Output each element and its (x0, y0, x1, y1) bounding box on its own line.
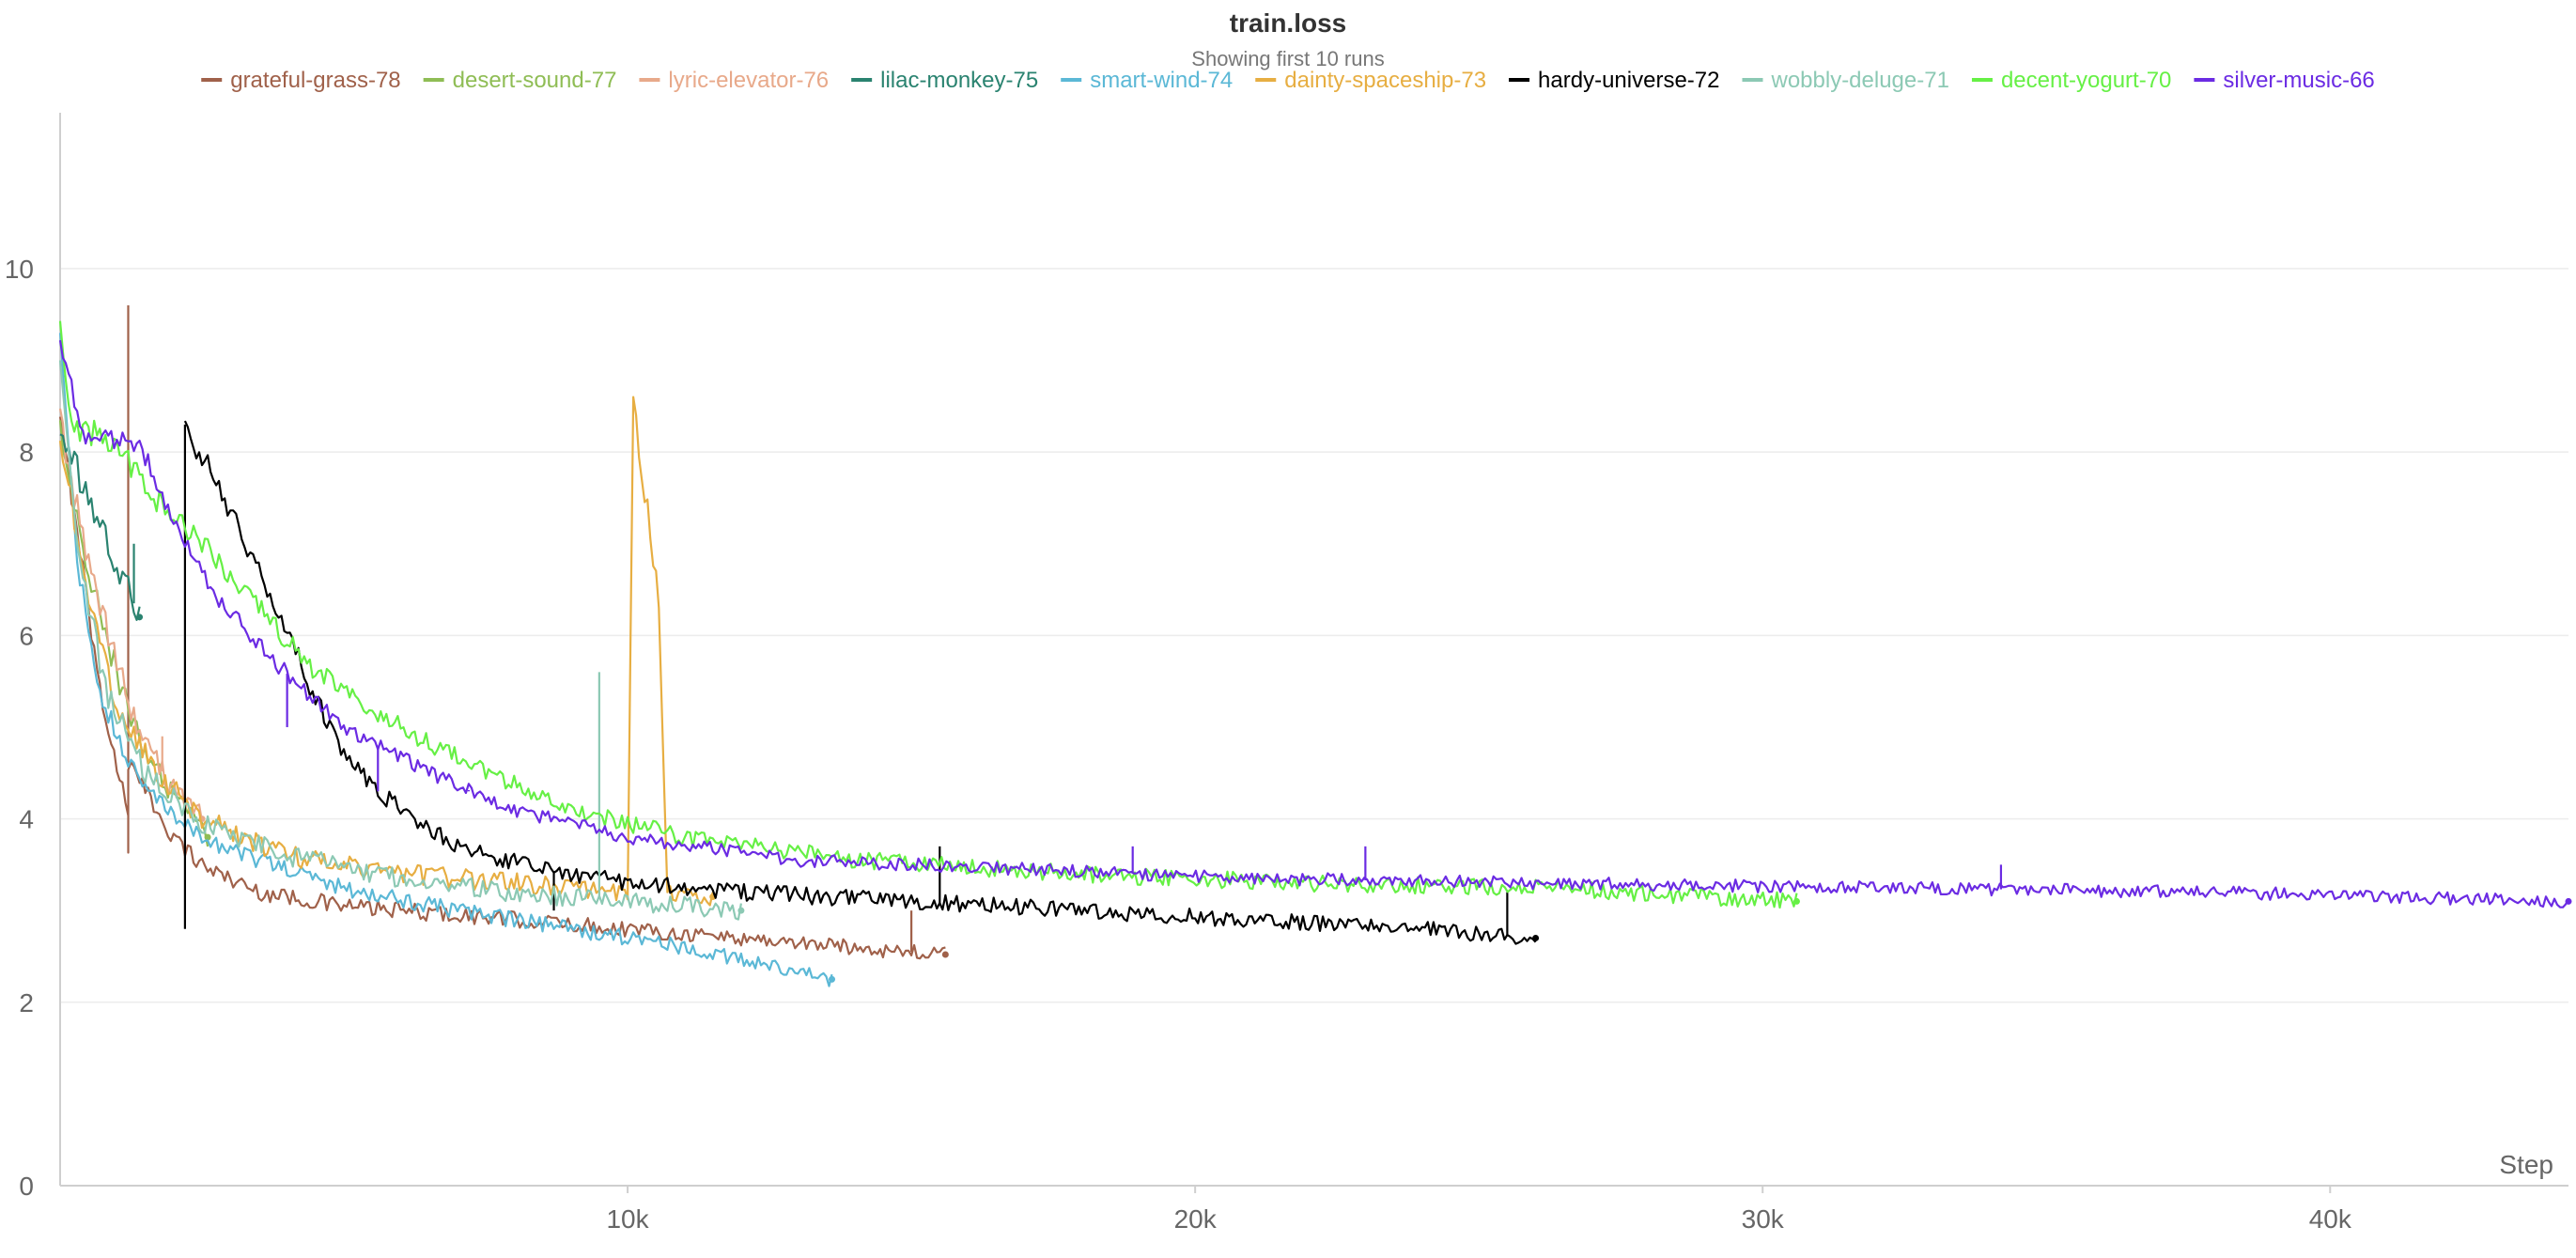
y-tick-label: 0 (19, 1172, 34, 1201)
x-tick-label: 30k (1742, 1204, 1785, 1234)
y-tick-label: 4 (19, 805, 34, 834)
series-layer (58, 304, 2572, 987)
series-end-point (829, 975, 836, 983)
y-tick-label: 8 (19, 438, 34, 467)
series-line[interactable] (58, 360, 742, 921)
series-line[interactable] (58, 320, 1798, 909)
series-end-point (941, 951, 949, 958)
x-tick-label: 40k (2309, 1204, 2352, 1234)
series-end-point (136, 613, 144, 621)
x-axis-label: Step (2499, 1150, 2553, 1179)
series-end-point (2565, 897, 2572, 905)
series-line[interactable] (59, 433, 141, 621)
legend: grateful-grass-78 desert-sound-77 lyric-el… (201, 68, 2375, 93)
x-tick-label: 10k (606, 1204, 649, 1234)
gridlines (60, 268, 2568, 1003)
legend-label: smart-wind-74 (1090, 68, 1233, 93)
legend-label: wobbly-deluge-71 (1770, 68, 1948, 93)
legend-item[interactable]: grateful-grass-78 (201, 68, 401, 93)
legend-item[interactable]: wobbly-deluge-71 (1742, 68, 1949, 93)
series-line[interactable] (183, 420, 1537, 945)
legend-item[interactable]: decent-yogurt-70 (1971, 68, 2171, 93)
legend-label: lilac-monkey-75 (880, 68, 1038, 93)
legend-label: hardy-universe-72 (1538, 68, 1719, 93)
axes (59, 113, 2568, 1193)
legend-label: desert-sound-77 (453, 68, 617, 93)
y-tick-label: 2 (19, 988, 34, 1017)
legend-label: decent-yogurt-70 (2001, 68, 2171, 93)
legend-label: silver-music-66 (2223, 68, 2374, 93)
legend-item[interactable]: dainty-spaceship-73 (1255, 68, 1486, 93)
legend-item[interactable]: hardy-universe-72 (1509, 68, 1719, 93)
legend-item[interactable]: lyric-elevator-76 (639, 68, 829, 93)
legend-item[interactable]: desert-sound-77 (423, 68, 617, 93)
legend-label: grateful-grass-78 (230, 68, 400, 93)
series-end-point (737, 907, 745, 914)
series-end-point (204, 833, 211, 841)
series-line[interactable] (58, 396, 714, 907)
chart-title: train.loss (1230, 8, 1346, 38)
series-end-point (1532, 934, 1540, 941)
series-line[interactable] (58, 340, 2569, 909)
legend-item[interactable]: lilac-monkey-75 (851, 68, 1038, 93)
legend-item[interactable]: silver-music-66 (2194, 68, 2375, 93)
x-tick-label: 20k (1174, 1204, 1218, 1234)
y-tick-label: 10 (5, 255, 34, 284)
tick-labels: 0 2 4 6 8 10 10k 20k 30k 40k (5, 255, 2352, 1234)
y-tick-label: 6 (19, 621, 34, 650)
legend-label: lyric-elevator-76 (668, 68, 829, 93)
series-line[interactable] (58, 333, 833, 987)
chart-subtitle: Showing first 10 runs (1191, 47, 1384, 70)
legend-label: dainty-spaceship-73 (1284, 68, 1486, 93)
series-end-point (1792, 897, 1800, 905)
legend-item[interactable]: smart-wind-74 (1061, 68, 1233, 93)
